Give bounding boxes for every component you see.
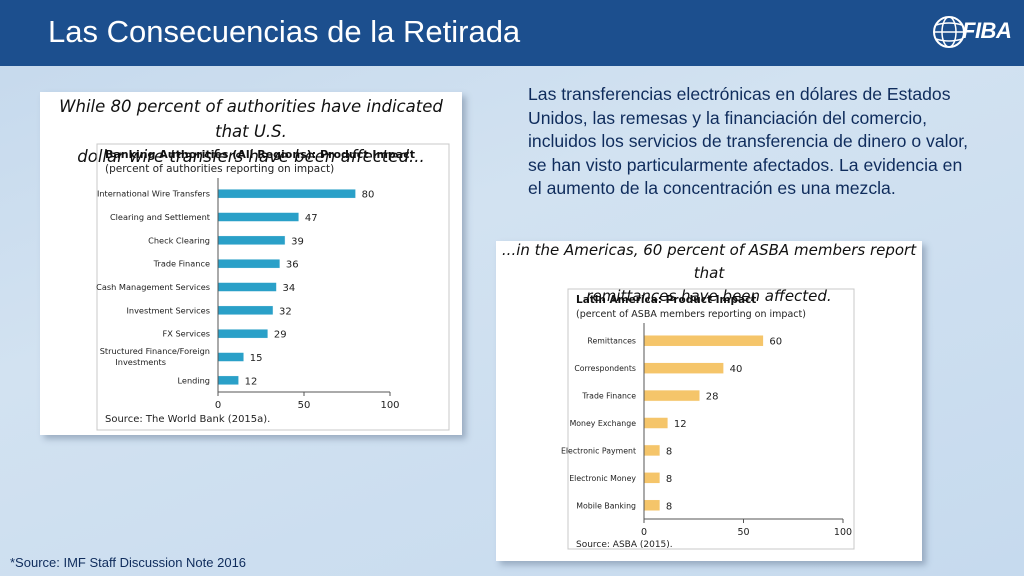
value-label: 39 <box>291 236 304 247</box>
category-label: Mobile Banking <box>576 501 636 510</box>
body-paragraph: Las transferencias electrónicas en dólar… <box>528 84 969 198</box>
bar <box>217 235 286 246</box>
category-label: Electronic Money <box>569 474 636 483</box>
logo-text: FIBA <box>962 18 1012 43</box>
category-label: Check Clearing <box>148 235 210 245</box>
left-chart-panel: While 80 percent of authorities have ind… <box>40 92 462 435</box>
value-label: 8 <box>666 446 672 457</box>
slide-title: Las Consecuencias de la Retirada <box>48 14 521 49</box>
category-label: Structured Finance/Foreign Investments <box>100 346 210 367</box>
chart-source: Source: The World Bank (2015a). <box>105 414 270 425</box>
value-label: 32 <box>279 306 292 317</box>
left-heading-line1: While 80 percent of authorities have ind… <box>59 97 443 141</box>
x-tick-label: 50 <box>737 527 749 538</box>
category-label-line: Structured Finance/Foreign <box>100 346 210 356</box>
chart-title: Latin America: Product Impact <box>576 294 756 306</box>
chart-subtitle: (percent of authorities reporting on imp… <box>105 163 334 175</box>
bar <box>217 375 239 386</box>
value-label: 8 <box>666 501 672 512</box>
bar <box>217 352 245 362</box>
x-tick-label: 0 <box>641 527 647 538</box>
value-label: 36 <box>286 260 299 271</box>
right-chart-panel: ...in the Americas, 60 percent of ASBA m… <box>496 241 922 561</box>
category-label-line: Investments <box>115 357 166 367</box>
chart-frame <box>96 143 450 431</box>
value-label: 47 <box>305 213 318 224</box>
right-panel-heading: ...in the Americas, 60 percent of ASBA m… <box>496 239 922 308</box>
fiba-logo: FIBA <box>932 12 1014 52</box>
left-bar-chart: Banking Authorities (All Regions): Produ… <box>96 143 450 431</box>
value-label: 60 <box>769 337 782 348</box>
category-label: Electronic Payment <box>561 446 636 455</box>
left-panel-heading: While 80 percent of authorities have ind… <box>40 94 462 169</box>
bar <box>217 212 300 222</box>
right-heading-line2: remittances have been affected. <box>586 287 832 305</box>
bar <box>643 362 724 374</box>
category-label: FX Services <box>163 329 210 339</box>
category-label: Clearing and Settlement <box>110 212 211 222</box>
value-label: 12 <box>245 376 258 387</box>
bar <box>217 328 269 339</box>
x-tick-label: 100 <box>380 400 399 411</box>
value-label: 29 <box>274 330 287 341</box>
category-label: Trade Finance <box>581 392 636 401</box>
value-label: 15 <box>250 353 263 364</box>
x-tick-label: 50 <box>298 400 311 411</box>
value-label: 80 <box>362 190 375 201</box>
bar <box>643 499 661 512</box>
bar <box>217 282 277 292</box>
category-label: Remittances <box>587 337 636 346</box>
bar <box>643 334 764 347</box>
bar <box>217 258 281 269</box>
category-label: Correspondents <box>574 364 636 373</box>
title-bar: Las Consecuencias de la Retirada FIBA <box>0 0 1024 66</box>
category-label: Lending <box>177 375 210 385</box>
category-label: Money Exchange <box>570 419 637 428</box>
right-bar-chart: Latin America: Product Impact (percent of… <box>561 288 855 550</box>
bar <box>643 472 661 484</box>
bar <box>643 389 700 402</box>
value-label: 40 <box>730 364 743 375</box>
bar <box>643 417 669 429</box>
value-label: 8 <box>666 474 672 485</box>
footnote: *Source: IMF Staff Discussion Note 2016 <box>10 555 247 570</box>
bar <box>217 305 274 316</box>
chart-source: Source: ASBA (2015). <box>576 540 673 550</box>
value-label: 12 <box>674 419 687 430</box>
category-label: Investment Services <box>126 305 210 315</box>
category-label: Cash Management Services <box>96 282 210 292</box>
right-heading-line1: ...in the Americas, 60 percent of ASBA m… <box>501 241 917 282</box>
bar <box>217 188 356 199</box>
chart-subtitle: (percent of ASBA members reporting on im… <box>576 309 806 320</box>
value-label: 28 <box>706 392 719 403</box>
category-label: International Wire Transfers <box>97 189 210 199</box>
category-label: Trade Finance <box>153 259 210 269</box>
value-label: 34 <box>282 283 295 294</box>
chart-frame <box>567 288 855 550</box>
chart-title: Banking Authorities (All Regions): Produ… <box>105 148 415 161</box>
globe-icon <box>933 16 965 48</box>
left-heading-line2: dollar wire transfers have been affected… <box>77 147 425 166</box>
x-tick-label: 100 <box>834 527 852 538</box>
bar <box>643 444 661 457</box>
x-tick-label: 0 <box>215 400 221 411</box>
